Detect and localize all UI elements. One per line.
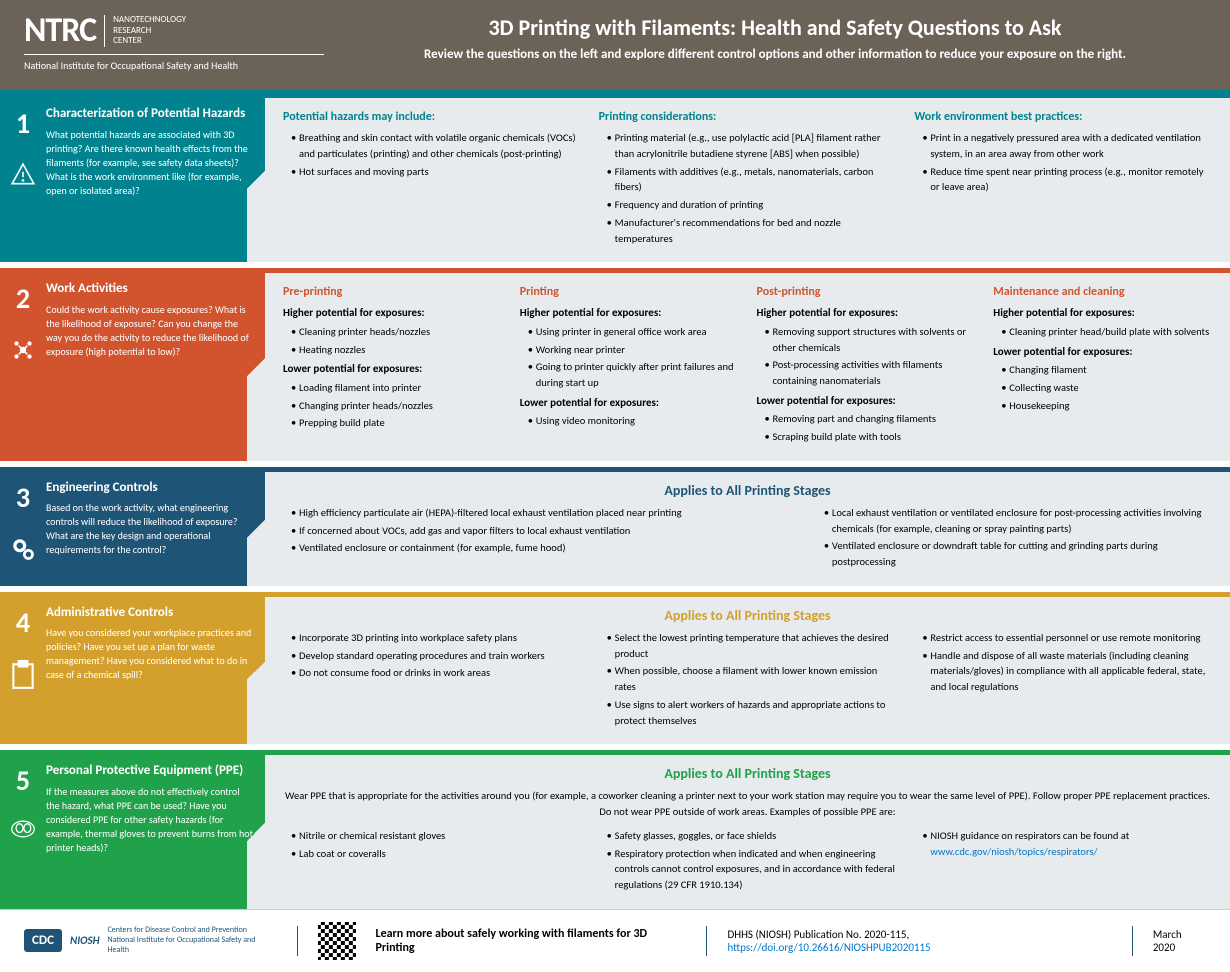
section-number: 1 bbox=[10, 106, 36, 141]
content-column: Post-printingHigher potential for exposu… bbox=[757, 283, 976, 447]
footer: CDCNIOSHCenters for Disease Control and … bbox=[0, 909, 1230, 972]
content-column: PrintingHigher potential for exposures:U… bbox=[520, 283, 739, 447]
learn-more: Learn more about safely working with fil… bbox=[376, 927, 687, 955]
section-icon bbox=[10, 161, 36, 189]
section-5: 5 Personal Protective Equipment (PPE) If t… bbox=[0, 755, 1230, 909]
section-title: Work Activities bbox=[46, 281, 253, 297]
section-question: What potential hazards are associated wi… bbox=[46, 128, 253, 198]
stage-heading: Applies to All Printing Stages bbox=[283, 607, 1212, 624]
stage-heading: Applies to All Printing Stages bbox=[283, 482, 1212, 499]
section-title: Administrative Controls bbox=[46, 605, 253, 621]
content-column: Nitrile or chemical resistant glovesLab … bbox=[283, 828, 581, 895]
content-column: NIOSH guidance on respirators can be fou… bbox=[914, 828, 1212, 895]
section-4: 4 Administrative Controls Have you conside… bbox=[0, 597, 1230, 745]
section-title: Engineering Controls bbox=[46, 480, 253, 496]
section-icon bbox=[10, 660, 36, 690]
section-number: 5 bbox=[10, 763, 36, 798]
section-question: If the measures above do not effectively… bbox=[46, 785, 253, 855]
header: NTRCNANOTECHNOLOGYRESEARCHCENTERNational… bbox=[0, 0, 1230, 93]
content-column: Work environment best practices:Print in… bbox=[914, 108, 1212, 248]
content-column: Pre-printingHigher potential for exposur… bbox=[283, 283, 502, 447]
content-column: Safety glasses, goggles, or face shields… bbox=[599, 828, 897, 895]
section-question: Have you considered your workplace pract… bbox=[46, 626, 253, 682]
content-column: Local exhaust ventilation or ventilated … bbox=[816, 505, 1212, 572]
content-column: Select the lowest printing temperature t… bbox=[599, 630, 897, 731]
section-icon bbox=[10, 535, 36, 563]
page-subtitle: Review the questions on the left and exp… bbox=[344, 47, 1206, 62]
content-column: Potential hazards may include:Breathing … bbox=[283, 108, 581, 248]
content-column: Maintenance and cleaningHigher potential… bbox=[993, 283, 1212, 447]
section-question: Could the work activity cause exposures?… bbox=[46, 303, 253, 359]
publication-date: March 2020 bbox=[1153, 928, 1206, 954]
section-1: 1 Characterization of Potential Hazards Wh… bbox=[0, 98, 1230, 262]
section-icon bbox=[10, 818, 36, 840]
content-column: Printing considerations:Printing materia… bbox=[599, 108, 897, 248]
section-2: 2 Work Activities Could the work activity … bbox=[0, 273, 1230, 461]
section-intro: Wear PPE that is appropriate for the act… bbox=[283, 788, 1212, 820]
section-number: 2 bbox=[10, 281, 36, 316]
section-title: Personal Protective Equipment (PPE) bbox=[46, 763, 253, 779]
content-column: Incorporate 3D printing into workplace s… bbox=[283, 630, 581, 731]
stage-heading: Applies to All Printing Stages bbox=[283, 765, 1212, 782]
section-3: 3 Engineering Controls Based on the work a… bbox=[0, 472, 1230, 586]
section-number: 3 bbox=[10, 480, 36, 515]
section-title: Characterization of Potential Hazards bbox=[46, 106, 253, 122]
content-column: Restrict access to essential personnel o… bbox=[914, 630, 1212, 731]
cdc-logo: CDCNIOSHCenters for Disease Control and … bbox=[24, 926, 277, 955]
section-icon bbox=[10, 336, 36, 364]
content-column: High efficiency particulate air (HEPA)-f… bbox=[283, 505, 798, 572]
section-question: Based on the work activity, what enginee… bbox=[46, 501, 253, 557]
section-number: 4 bbox=[10, 605, 36, 640]
logo: NTRCNANOTECHNOLOGYRESEARCHCENTERNational… bbox=[24, 14, 324, 72]
qr-code bbox=[318, 922, 356, 960]
publication-info: DHHS (NIOSH) Publication No. 2020-115, h… bbox=[727, 928, 1111, 954]
page-title: 3D Printing with Filaments: Health and S… bbox=[344, 14, 1206, 41]
